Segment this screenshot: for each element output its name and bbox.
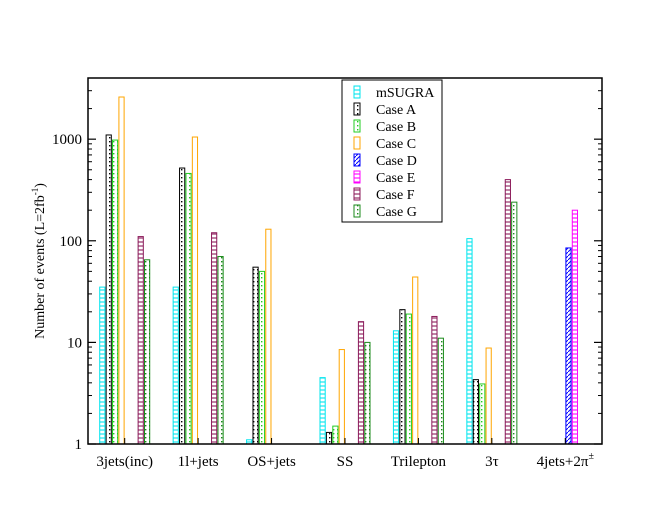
legend-swatch-msugra xyxy=(353,85,361,99)
y-axis-label-sup: -1 xyxy=(30,188,40,196)
legend-swatch-case-a xyxy=(353,102,361,116)
bar-case-f-3jets-inc xyxy=(137,236,144,445)
legend-swatch-case-c xyxy=(353,136,361,150)
bar-case-g-ss xyxy=(364,341,371,445)
bar-msugra-3 xyxy=(466,238,473,445)
y-axis-label-main: Number of events (L=2fb xyxy=(33,195,48,339)
bar-case-b-3 xyxy=(479,383,486,445)
bar-case-c-ss xyxy=(338,349,345,445)
bar-case-f-3 xyxy=(504,179,511,445)
bar-case-g-1l-jets xyxy=(217,256,224,445)
bar-msugra-1l-jets xyxy=(172,286,179,445)
x-tick-label: 4jets+2π± xyxy=(537,451,595,470)
bar-case-a-1l-jets xyxy=(179,167,186,445)
bar-case-b-trilepton xyxy=(405,313,412,445)
bar-case-c-3 xyxy=(485,347,492,445)
bar-case-f-1l-jets xyxy=(211,232,218,445)
y-tick-label: 10 xyxy=(67,335,82,351)
y-tick-label: 1000 xyxy=(52,132,82,148)
x-tick-label: Trilepton xyxy=(391,454,447,470)
legend-swatch-case-f xyxy=(353,187,361,201)
bar-case-a-ss xyxy=(325,431,333,445)
legend-label-case-b: Case B xyxy=(376,120,416,135)
bar-case-c-os-jets xyxy=(265,228,272,445)
bar-case-e-4jets-2 xyxy=(571,209,578,445)
y-tick-label: 100 xyxy=(60,234,83,250)
legend-label-case-a: Case A xyxy=(376,103,417,118)
bar-msugra-3jets-inc xyxy=(99,286,106,445)
legend-label-case-e: Case E xyxy=(376,171,415,186)
bar-case-f-ss xyxy=(357,321,365,445)
legend-swatch-case-d xyxy=(353,153,361,167)
x-tick-label: 3jets(inc) xyxy=(96,454,153,470)
bar-case-g-3 xyxy=(511,201,518,445)
bar-case-a-3jets-inc xyxy=(105,134,112,445)
y-axis-label-end: ) xyxy=(33,183,48,188)
bar-case-b-ss xyxy=(332,425,339,445)
legend-swatch-case-g xyxy=(353,204,361,218)
y-tick-label: 1 xyxy=(75,437,83,453)
legend-label-msugra: mSUGRA xyxy=(376,86,435,101)
legend-swatch-case-b xyxy=(353,119,361,133)
legend-swatch-case-e xyxy=(353,170,361,184)
bar-msugra-ss xyxy=(319,377,326,445)
bar-case-a-trilepton xyxy=(399,309,406,445)
y-axis: 1 10 100 1000 xyxy=(52,77,602,453)
x-tick-label: SS xyxy=(337,454,354,470)
bar-case-b-os-jets xyxy=(258,270,266,445)
y-axis-label: Number of events (L=2fb-1) xyxy=(30,183,48,339)
legend-label-case-g: Case G xyxy=(376,205,417,220)
bar-case-c-trilepton xyxy=(412,276,419,445)
bars-group xyxy=(99,96,578,445)
legend-label-case-c: Case C xyxy=(376,137,416,152)
bar-case-g-3jets-inc xyxy=(144,259,151,445)
x-tick-label: 3τ xyxy=(485,454,499,470)
x-tick-label: 1l+jets xyxy=(178,454,219,470)
x-tick-label: OS+jets xyxy=(247,454,296,470)
bar-case-b-3jets-inc xyxy=(112,139,119,445)
legend: mSUGRA Case A Case B Case C Case D Case E Case… xyxy=(341,79,443,223)
bar-case-g-trilepton xyxy=(437,337,444,445)
bar-case-f-trilepton xyxy=(431,315,438,445)
bar-case-b-1l-jets xyxy=(185,172,192,445)
bar-msugra-trilepton xyxy=(392,330,400,445)
x-axis: 3jets(inc) 1l+jets OS+jets SS Trilepton 3τ 4je… xyxy=(96,438,594,470)
bar-case-a-os-jets xyxy=(252,266,259,445)
legend-label-case-f: Case F xyxy=(376,188,415,203)
bar-case-c-1l-jets xyxy=(191,136,199,445)
bar-case-d-4jets-2 xyxy=(565,247,572,445)
bar-case-c-3jets-inc xyxy=(118,96,125,445)
legend-label-case-d: Case D xyxy=(376,154,417,169)
bar-case-a-3 xyxy=(472,379,479,445)
